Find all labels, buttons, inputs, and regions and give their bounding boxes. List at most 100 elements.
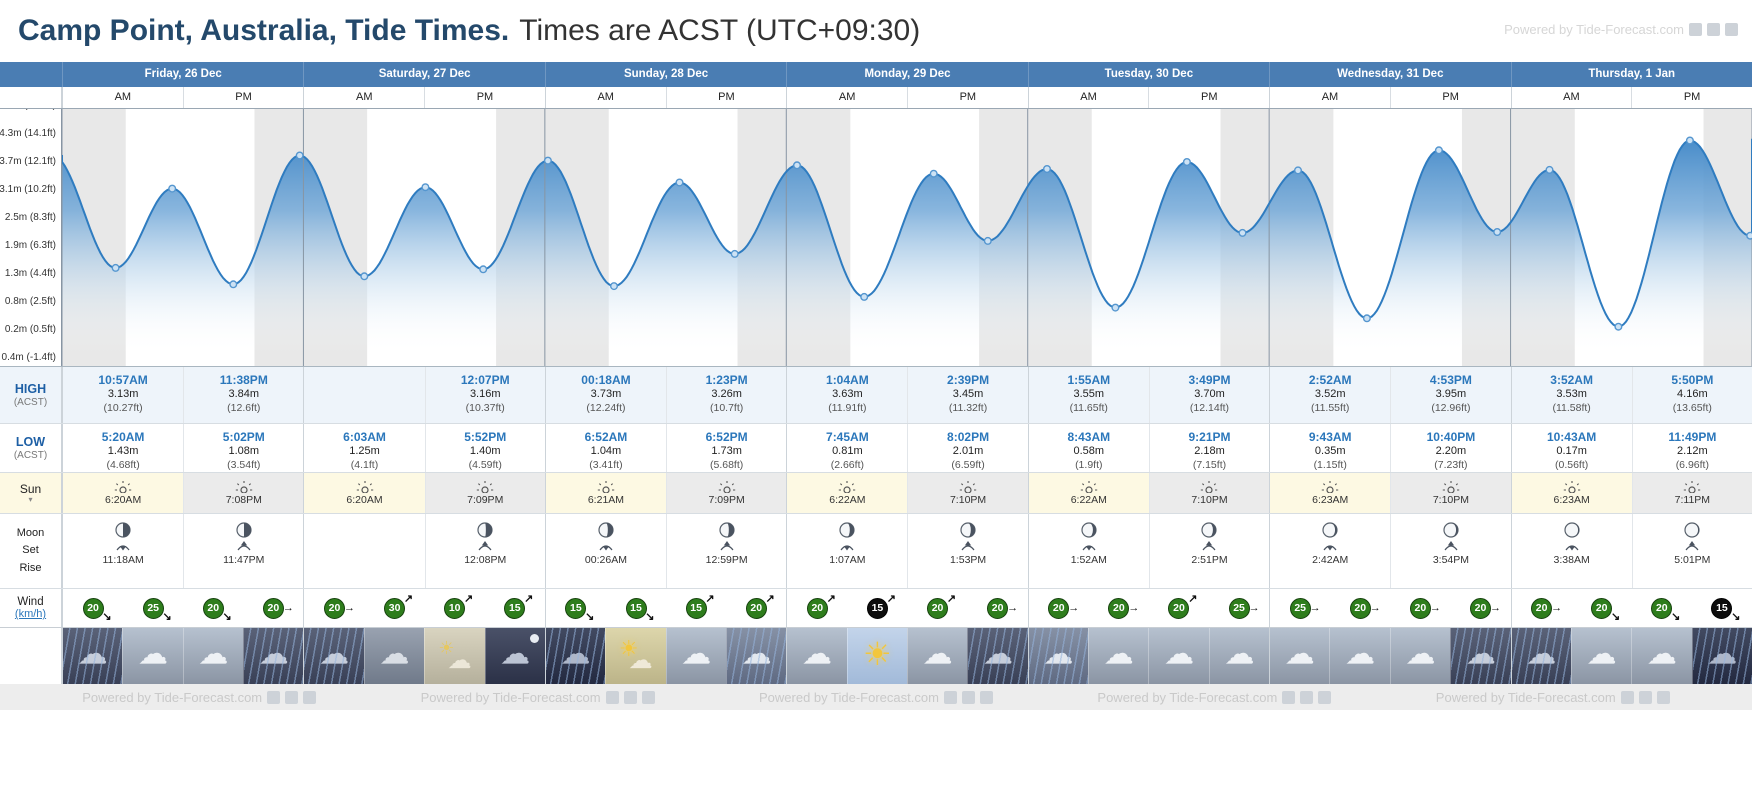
moon-phase-icon <box>719 522 735 538</box>
watermark-icon[interactable] <box>624 691 637 704</box>
footer-watermarks: Powered by Tide-Forecast.com Powered by T… <box>0 684 1752 710</box>
tide-extreme-marker <box>545 157 552 164</box>
sunset-half: 7:11PM <box>1632 473 1752 513</box>
wind-badge-wrap: 20→ <box>1410 598 1431 619</box>
watermark-link[interactable]: Powered by Tide-Forecast.com <box>421 690 601 705</box>
moon-event-time: 1:07AM <box>829 554 865 566</box>
sunset-entry: 7:11PM <box>1675 473 1710 513</box>
tide-height-m: 2.18m <box>1188 445 1230 459</box>
low-half: 5:02PM1.08m(3.54ft) <box>183 424 303 472</box>
watermark-link[interactable]: Powered by Tide-Forecast.com <box>759 690 939 705</box>
tide-height-ft: (11.58ft) <box>1550 402 1593 415</box>
moonset-icon <box>1564 541 1580 551</box>
wind-label: Wind <box>17 596 43 608</box>
sunset-icon <box>235 481 253 493</box>
moon-cell: 12:08PM <box>303 514 544 588</box>
wind-row: Wind (km/h) 20↘25↘20↘20→20→30↗10↗15↗15↘1… <box>0 588 1752 627</box>
wind-unit-link[interactable]: (km/h) <box>15 608 46 620</box>
watermark-icon[interactable] <box>285 691 298 704</box>
watermark-icon[interactable] <box>606 691 619 704</box>
moon-half: 1:53PM <box>907 514 1027 588</box>
low-cell: 8:43AM0.58m(1.9ft)9:21PM2.18m(7.15ft) <box>1028 424 1269 472</box>
sunrise-half: 6:20AM <box>304 473 424 513</box>
watermark-link[interactable]: Powered by Tide-Forecast.com <box>1097 690 1277 705</box>
sun-cell: 6:20AM7:09PM <box>303 473 544 513</box>
watermark-link[interactable]: Powered by Tide-Forecast.com <box>1504 22 1684 37</box>
sunset-icon <box>1683 481 1701 493</box>
tide-extreme-marker <box>1494 229 1501 236</box>
cloud-icon: ☁ <box>629 648 653 672</box>
wind-badge-wrap: 25→ <box>1290 598 1311 619</box>
wind-direction-arrow-icon: ↗ <box>705 594 714 605</box>
wind-slot: 15↗ <box>485 589 545 627</box>
tide-height-ft: (2.66ft) <box>826 459 869 472</box>
high-cell: 2:52AM3.52m(11.55ft)4:53PM3.95m(12.96ft) <box>1269 367 1510 423</box>
watermark-icon[interactable] <box>642 691 655 704</box>
location-title: Camp Point, Australia, Tide Times. <box>18 14 509 47</box>
wind-badge-wrap: 20↗ <box>746 598 767 619</box>
watermark-icon[interactable] <box>1657 691 1670 704</box>
watermark-icon[interactable] <box>1300 691 1313 704</box>
watermark-icon[interactable] <box>944 691 957 704</box>
watermark-icon[interactable] <box>1639 691 1652 704</box>
moonset-icon <box>115 541 131 551</box>
low-half: 6:52AM1.04m(3.41ft) <box>546 424 666 472</box>
chevron-down-icon[interactable]: ▾ <box>28 496 32 504</box>
watermark-icon[interactable] <box>1621 691 1634 704</box>
wind-cell: 20↗15↗20↗20→ <box>786 589 1027 627</box>
watermark-icon[interactable] <box>303 691 316 704</box>
tide-height-m: 1.08m <box>223 445 265 459</box>
weather-cell: ☁☁☁☁ <box>62 628 303 684</box>
watermark-icon[interactable] <box>1725 23 1738 36</box>
wind-slot: 25↘ <box>123 589 183 627</box>
weather-icon-cloud-dark: ☁ <box>364 628 424 684</box>
sun-row: Sun ▾ 6:20AM7:08PM6:20AM7:09PM6:21AM7:09… <box>0 472 1752 513</box>
watermark-icon[interactable] <box>1707 23 1720 36</box>
sunrise-icon <box>1321 481 1339 493</box>
low-row: LOW (ACST) 5:20AM1.43m(4.68ft)5:02PM1.08… <box>0 423 1752 472</box>
watermark-icon[interactable] <box>1282 691 1295 704</box>
y-axis-tick: 2.5m (8.3ft) <box>5 212 56 223</box>
sunrise-entry: 6:21AM <box>588 473 624 513</box>
wind-slot: 20↗ <box>726 589 786 627</box>
sunrise-time: 6:23AM <box>1554 494 1590 506</box>
watermark-icon[interactable] <box>267 691 280 704</box>
wind-speed-badge: 20 <box>807 598 828 619</box>
high-half: 10:57AM3.13m(10.27ft) <box>63 367 183 423</box>
moon-event-time: 11:18AM <box>102 554 143 566</box>
watermark-icon[interactable] <box>1318 691 1331 704</box>
low-tide-entry: 10:40PM2.20m(7.23ft) <box>1427 424 1476 472</box>
ampm-cell: AMPM <box>1511 87 1752 108</box>
moon-cell: 1:07AM 1:53PM <box>786 514 1027 588</box>
low-half: 6:52PM1.73m(5.68ft) <box>666 424 786 472</box>
watermark-icon[interactable] <box>980 691 993 704</box>
wind-slot: 30↗ <box>365 589 425 627</box>
moon-event-time: 00:26AM <box>585 554 627 566</box>
watermark-icon[interactable] <box>962 691 975 704</box>
high-tide-entry: 3:49PM3.70m(12.14ft) <box>1188 367 1230 423</box>
tide-height-m: 0.81m <box>826 445 869 459</box>
watermark-icon[interactable] <box>1689 23 1702 36</box>
high-cell: 10:57AM3.13m(10.27ft)11:38PM3.84m(12.6ft… <box>62 367 303 423</box>
cloud-icon: ☁ <box>1345 640 1375 670</box>
sun-cell: 6:23AM7:10PM <box>1269 473 1510 513</box>
watermark-link[interactable]: Powered by Tide-Forecast.com <box>82 690 262 705</box>
tide-height-ft: (12.14ft) <box>1188 402 1230 415</box>
pm-label: PM <box>666 87 787 108</box>
high-half: 2:52AM3.52m(11.55ft) <box>1270 367 1390 423</box>
tide-extreme-marker <box>112 265 119 272</box>
wind-speed-badge: 20 <box>1108 598 1129 619</box>
sun-cell: 6:23AM 7:11PM <box>1511 473 1752 513</box>
high-tide-entry: 10:57AM3.13m(10.27ft) <box>98 367 147 423</box>
sunrise-time: 6:22AM <box>1071 494 1107 506</box>
weather-icon-rain: ☁ <box>726 628 786 684</box>
watermark-link[interactable]: Powered by Tide-Forecast.com <box>1436 690 1616 705</box>
wind-speed-badge: 20 <box>1651 598 1672 619</box>
wind-slot: 20→ <box>1450 589 1510 627</box>
low-tide-entry: 6:03AM1.25m(4.1ft) <box>343 424 386 472</box>
weather-icon-rain-dark: ☁ <box>243 628 303 684</box>
low-tide-entry: 6:52AM1.04m(3.41ft) <box>585 424 628 472</box>
wind-badge-wrap: 20→ <box>987 598 1008 619</box>
wind-direction-arrow-icon: ↘ <box>102 612 111 623</box>
cloud-icon: ☁ <box>1406 640 1436 670</box>
